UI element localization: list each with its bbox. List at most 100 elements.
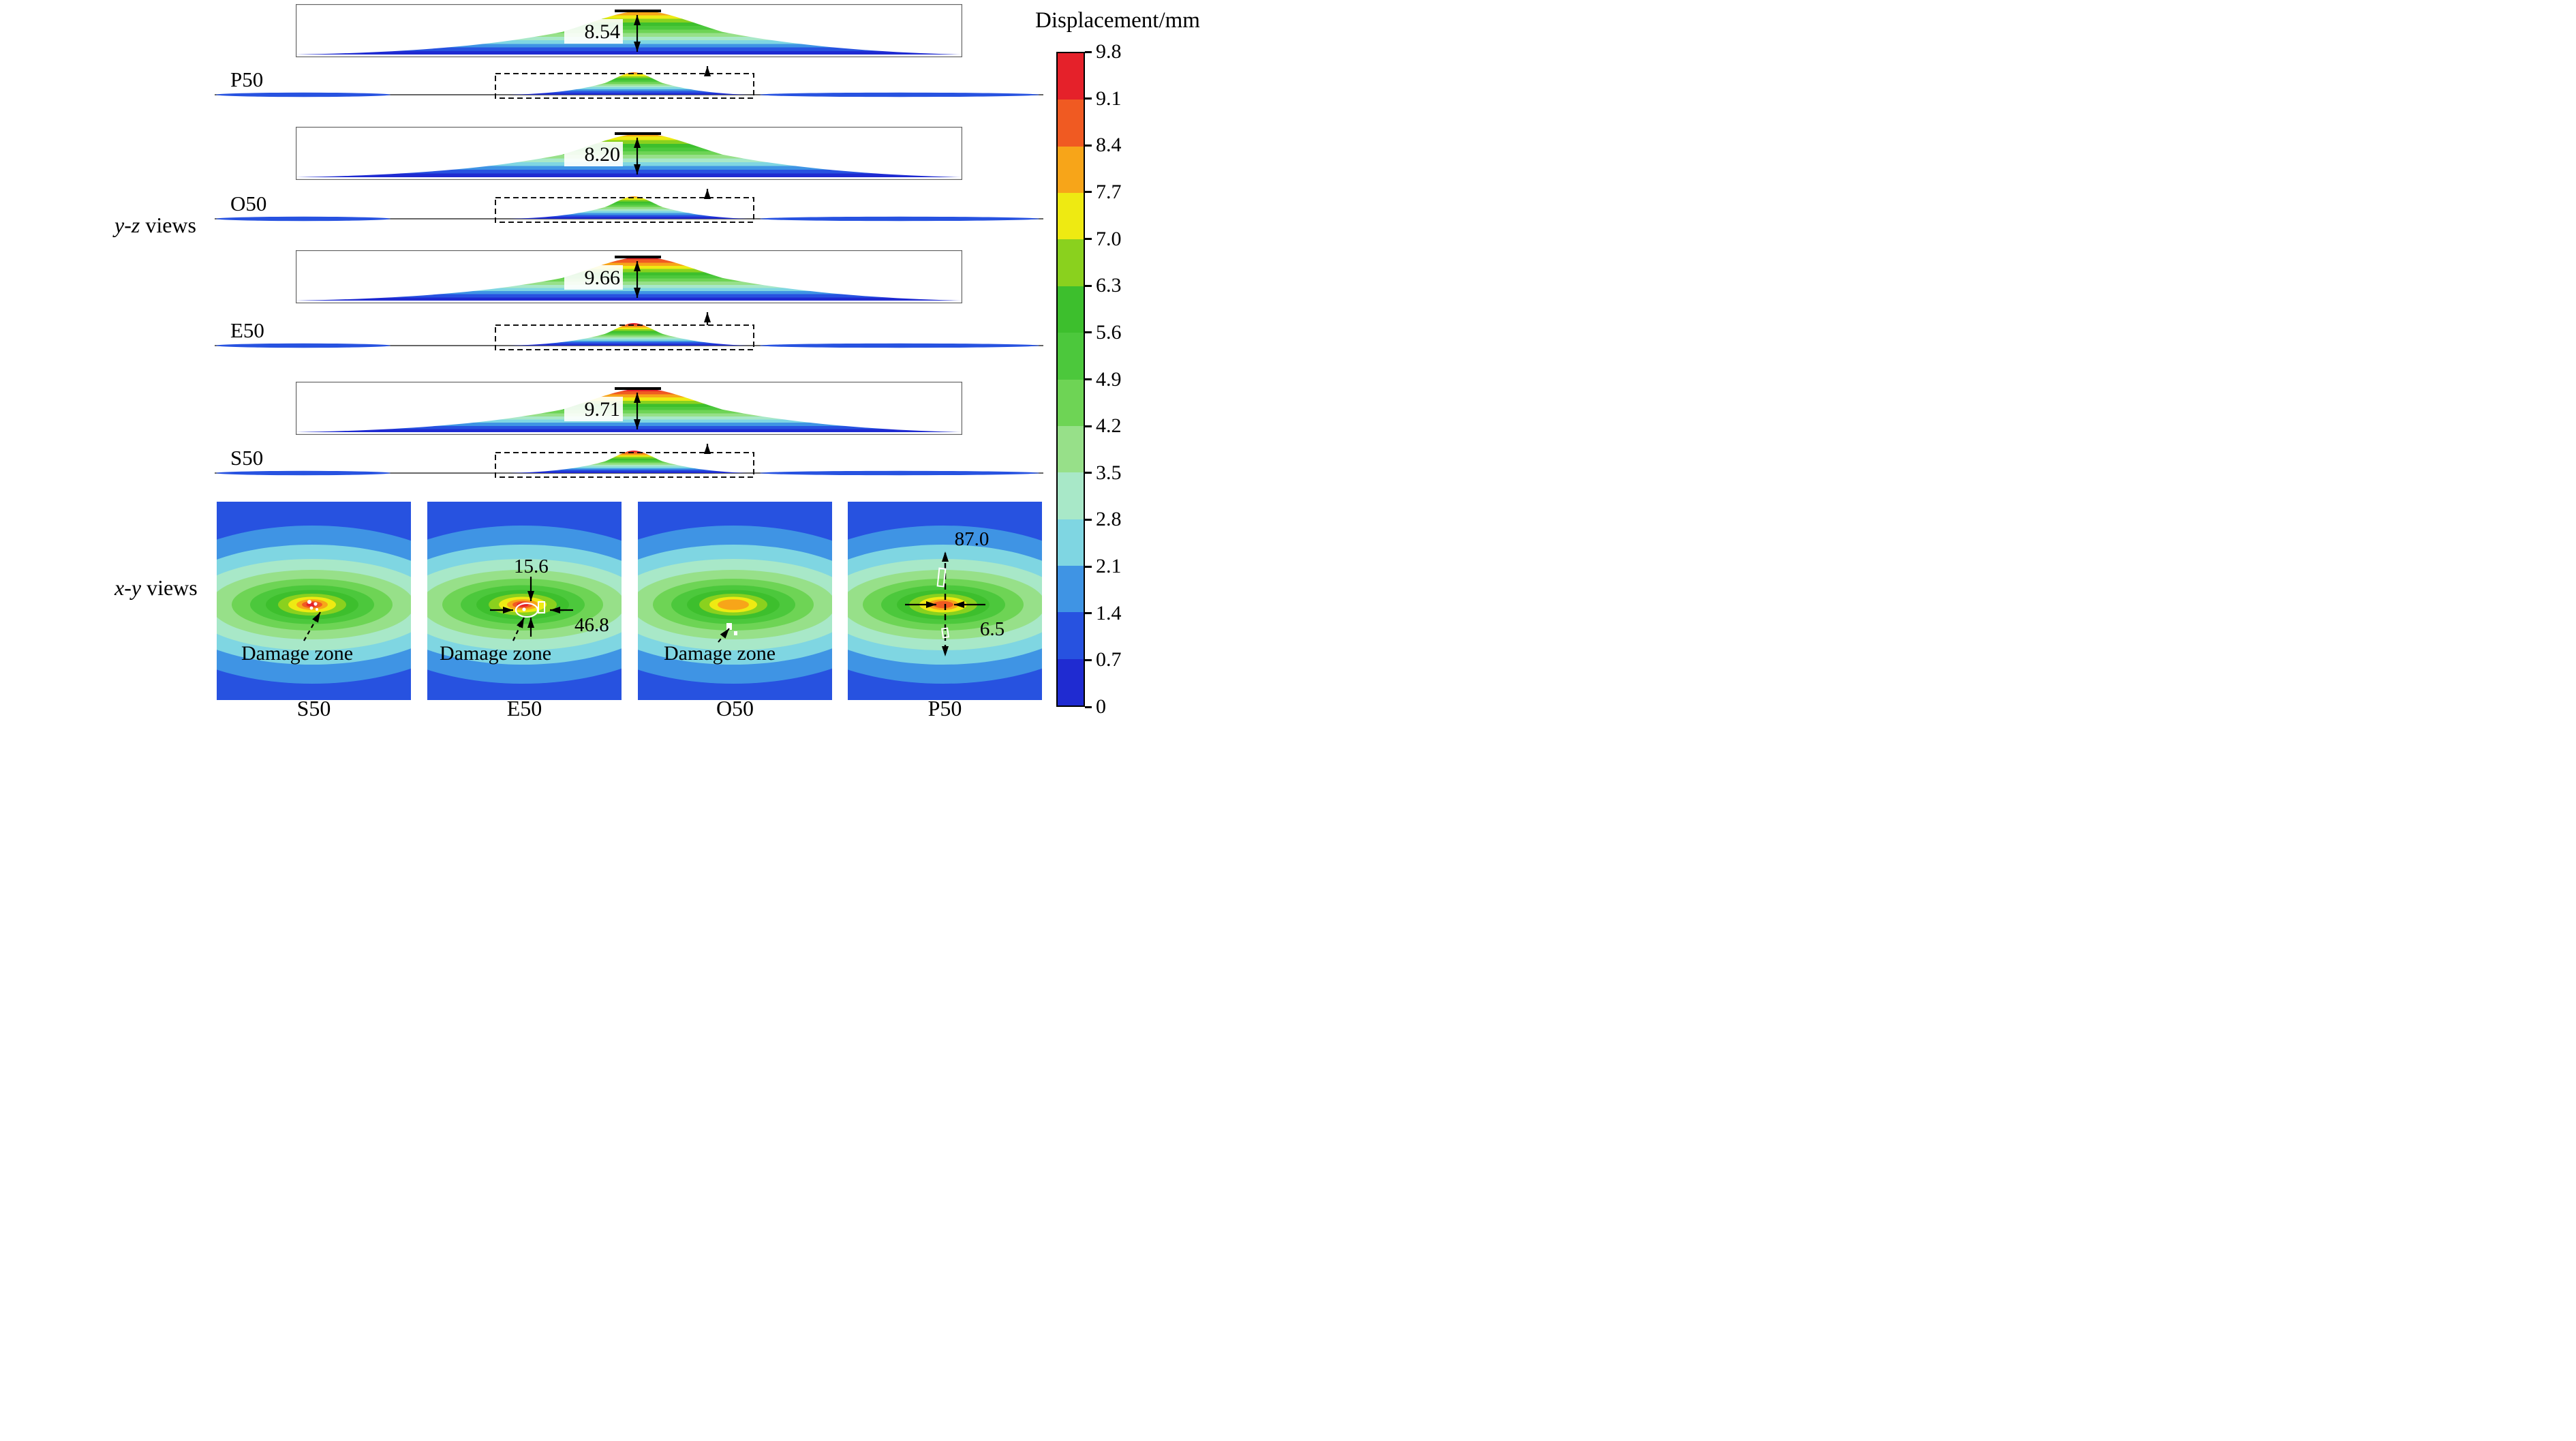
zoom-source-box [495,324,754,350]
colorbar-tick-label: 3.5 [1096,461,1122,484]
colorbar-cell [1058,425,1084,473]
colorbar-cell [1058,193,1084,240]
damage-zone-arrow-head [312,612,320,623]
colorbar-tick-mark [1085,191,1092,194]
zoom-connector-arrow-head [704,312,711,322]
colorbar-cell [1058,472,1084,519]
damage-zone-label: Damage zone [664,642,776,665]
xy-panel-label-O50: O50 [716,696,754,721]
dimension-arrow-head [503,607,513,613]
yz-strip-O50 [215,189,1043,223]
colorbar-ticks: 9.8 9.1 8.4 7.7 7.0 6.3 5.6 4.9 4.2 3.5 2.8 2.1 1.4 0… [1085,40,1167,718]
far-field-band [216,92,390,97]
displacement-contour-small [510,451,748,473]
contour-band [933,601,953,609]
peak-measure-arrow-head [634,288,641,298]
far-field-band [216,470,390,476]
colorbar-tick-mark [1085,518,1092,521]
damage-zone-mark [316,608,318,611]
far-field-band [216,216,390,222]
yz-strip-E50 [215,312,1043,350]
xy-panel-E50: 15.6 46.8 Damage zone [427,502,622,700]
xy-panel-P50: 87.0 6.5 [848,502,1042,700]
xy-panel-label-E50: E50 [506,696,542,721]
peak-measure-arrow-head [634,393,641,403]
yz-large-view-P50: 8.54 [296,4,962,57]
measurement-backdrop [564,142,623,166]
colorbar-tick-mark [1085,331,1092,334]
colorbar-tick-label: 0.7 [1096,648,1122,671]
yz-large-view-S50: 9.71 [296,382,962,435]
colorbar-tick-label: 4.2 [1096,414,1122,438]
yz-group-label-S50: S50 [230,446,264,470]
zoom-connector-arrow-head [704,444,711,454]
colorbar-tick-mark [1085,50,1092,53]
peak-measure-arrow-head [634,419,641,429]
colorbar-tick-label: 7.7 [1096,180,1122,203]
colorbar-cell [1058,286,1084,333]
peak-displacement-value: 9.71 [585,398,621,421]
damage-zone-mark [313,602,318,606]
far-field-band [760,216,1039,222]
dimension-arrow-head [942,551,949,562]
yz-views-label-rest: views [140,213,196,237]
peak-measure-arrow-head [634,164,641,175]
xy-panel-label-P50: P50 [927,696,962,721]
far-field-band [760,470,1039,476]
colorbar-cell [1058,519,1084,566]
yz-strip-S50 [215,444,1043,478]
damage-zone-mark [941,627,950,639]
zoom-source-box [495,73,754,99]
peak-displacement-value: 8.54 [585,20,621,43]
displacement-contour [296,134,962,177]
damage-zone-arrow-head [517,618,524,628]
damage-zone-mark [522,607,526,611]
colorbar-tick-mark [1085,284,1092,287]
colorbar-tick-label: 8.4 [1096,134,1122,157]
colorbar-tick-mark [1085,425,1092,427]
displacement-contour-small [510,323,748,346]
yz-strip-P50 [215,66,1043,99]
colorbar-cell [1058,53,1084,100]
colorbar-tick-label: 0 [1096,695,1106,718]
yz-group-label-E50: E50 [230,318,264,342]
displacement-contour-small [510,196,748,219]
colorbar-tick-label: 9.1 [1096,87,1122,110]
dimension-arrow-head [550,607,560,613]
colorbar-tick-label: 1.4 [1096,601,1122,624]
zoom-connector-arrow-head [704,66,711,76]
dimension-arrow-head [527,618,534,628]
yz-views-label: y-z views [114,213,196,238]
colorbar-tick-label: 9.8 [1096,40,1122,63]
peak-measure-arrow-head [634,42,641,52]
xy-views-label-italic: x-y [114,575,142,600]
contour-band [718,599,749,610]
dimension-arrow-head [954,601,964,608]
colorbar-cell [1058,379,1084,426]
yz-large-view-E50: 9.66 [296,250,962,303]
zoom-connector-arrow-head [704,189,711,199]
measurement-backdrop [564,265,623,290]
zoom-source-box [495,452,754,478]
colorbar-cell [1058,612,1084,659]
colorbar-scale [1056,52,1085,707]
colorbar-tick-mark [1085,658,1092,661]
dimension-label: 6.5 [980,618,1005,640]
colorbar-tick-label: 7.0 [1096,227,1122,250]
colorbar-tick-mark [1085,144,1092,147]
zoom-source-box [495,197,754,223]
yz-group-label-P50: P50 [230,67,264,91]
dimension-arrow-head [926,601,936,608]
damage-zone-label: Damage zone [241,642,353,665]
colorbar-tick-mark [1085,378,1092,380]
colorbar-cell [1058,658,1084,706]
displacement-contour-figure: y-z views x-y views P50 8.54 O50 8.20 E50 9.6… [0,0,1288,721]
colorbar-tick-label: 6.3 [1096,274,1122,297]
damage-zone-mark [538,601,545,613]
measurement-backdrop [564,397,623,421]
colorbar-cell [1058,146,1084,194]
colorbar-tick-mark [1085,472,1092,474]
yz-group-label-O50: O50 [230,192,267,215]
dimension-label: 87.0 [955,528,990,550]
colorbar-tick-mark [1085,238,1092,241]
